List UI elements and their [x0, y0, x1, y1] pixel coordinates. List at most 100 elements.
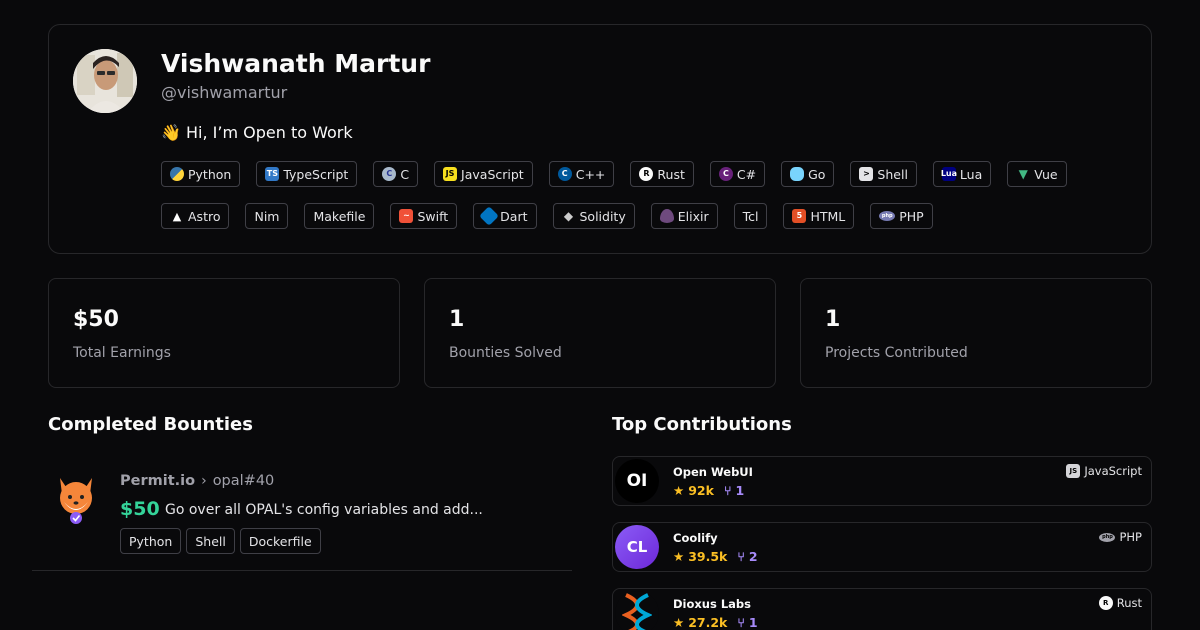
shell-icon: > — [859, 167, 874, 181]
language-badge-javascript[interactable]: JS JavaScript — [434, 161, 533, 187]
contribution-name: Dioxus Labs — [673, 597, 752, 611]
stat-value: 1 — [825, 307, 841, 332]
language-badge-lua[interactable]: Lua Lua — [932, 161, 992, 187]
language-badge-vue[interactable]: ▼ Vue — [1007, 161, 1067, 187]
star-count: 39.5k — [688, 549, 728, 564]
open-webui-logo-icon: OI — [615, 459, 659, 503]
html-icon: 5 — [792, 209, 807, 223]
contribution-name: Open WebUI — [673, 465, 753, 479]
php-icon: php — [879, 211, 896, 221]
language-badge-solidity[interactable]: ◆ Solidity — [552, 203, 635, 229]
stat-value: $50 — [73, 307, 119, 332]
stat-label: Bounties Solved — [449, 345, 562, 361]
cpp-icon: C — [557, 167, 572, 181]
pull-request-icon: ⑂ — [723, 483, 732, 498]
bounty-amount: $50 — [120, 498, 160, 520]
completed-bounties-heading: Completed Bounties — [48, 414, 253, 435]
language-badge-swift[interactable]: ~ Swift — [390, 203, 458, 229]
permit-shiba-logo-icon — [52, 472, 100, 526]
csharp-icon: C — [718, 167, 733, 181]
language-badge-typescript[interactable]: TS TypeScript — [256, 161, 358, 187]
stat-card-bounties: 1 Bounties Solved — [424, 278, 776, 388]
chevron-right-icon: › — [201, 473, 207, 489]
rust-icon: R — [639, 167, 654, 181]
stat-card-projects: 1 Projects Contributed — [800, 278, 1152, 388]
profile-name: Vishwanath Martur — [161, 49, 431, 78]
bounty-org[interactable]: Permit.io — [120, 473, 196, 489]
dioxus-dna-logo-icon — [615, 591, 659, 630]
swift-icon: ~ — [399, 209, 414, 223]
contribution-card-open-webui[interactable]: OI Open WebUI ★ 92k ⑂ 1 JS JavaScript — [612, 456, 1152, 506]
pr-count: 1 — [748, 615, 758, 630]
bounty-tag: Python — [120, 528, 182, 554]
dart-icon — [479, 206, 500, 226]
typescript-icon: TS — [265, 167, 280, 181]
avatar[interactable] — [73, 49, 137, 113]
wave-emoji-icon: 👋 — [161, 123, 181, 142]
c-icon: C — [382, 167, 397, 181]
stat-label: Total Earnings — [73, 345, 171, 361]
coolify-logo-icon: CL — [615, 525, 659, 569]
bounty-tag: Dockerfile — [239, 528, 321, 554]
profile-bio-text: Hi, I’m Open to Work — [186, 123, 353, 142]
php-icon: php — [1099, 532, 1116, 542]
bounty-tag: Shell — [186, 528, 235, 554]
language-badge-tcl[interactable]: Tcl — [733, 203, 768, 229]
language-badge-elixir[interactable]: Elixir — [650, 203, 718, 229]
top-contributions-heading: Top Contributions — [612, 414, 792, 435]
rust-icon: R — [1098, 596, 1113, 610]
contribution-language: R Rust — [1098, 596, 1142, 610]
stat-value: 1 — [449, 307, 465, 332]
vue-icon: ▼ — [1018, 167, 1028, 181]
profile-bio: 👋 Hi, I’m Open to Work — [161, 123, 353, 142]
bounty-title[interactable]: Go over all OPAL's config variables and … — [165, 502, 483, 518]
profile-handle[interactable]: @vishwamartur — [161, 83, 288, 102]
javascript-icon: JS — [443, 167, 458, 181]
pull-request-icon: ⑂ — [737, 549, 745, 564]
pr-count: 2 — [748, 549, 758, 564]
star-count: 27.2k — [688, 615, 728, 630]
star-icon: ★ — [673, 615, 685, 630]
language-badge-shell[interactable]: > Shell — [850, 161, 917, 187]
language-badge-html[interactable]: 5 HTML — [783, 203, 855, 229]
lua-icon: Lua — [941, 167, 957, 181]
javascript-icon: JS — [1066, 464, 1081, 478]
pull-request-icon: ⑂ — [737, 615, 745, 630]
stat-label: Projects Contributed — [825, 345, 968, 361]
contribution-card-coolify[interactable]: CL Coolify ★ 39.5k ⑂ 2 php PHP — [612, 522, 1152, 572]
solidity-icon: ◆ — [563, 209, 574, 223]
language-badge-makefile[interactable]: Makefile — [304, 203, 375, 229]
go-icon — [790, 167, 805, 181]
bounty-tags: Python Shell Dockerfile — [120, 528, 321, 554]
star-count: 92k — [688, 483, 714, 498]
language-badge-php[interactable]: php PHP — [870, 203, 933, 229]
bounty-item[interactable]: Permit.io › opal#40 $50 Go over all OPAL… — [32, 456, 572, 571]
elixir-icon — [659, 209, 674, 223]
language-badge-csharp[interactable]: C C# — [709, 161, 766, 187]
language-badge-cpp[interactable]: C C++ — [548, 161, 615, 187]
contribution-meta: ★ 27.2k ⑂ 1 — [673, 615, 758, 630]
language-badge-astro[interactable]: ▲ Astro — [161, 203, 230, 229]
bounty-org-row: Permit.io › opal#40 — [120, 473, 274, 489]
stat-card-earnings: $50 Total Earnings — [48, 278, 400, 388]
language-badge-go[interactable]: Go — [781, 161, 835, 187]
astro-icon: ▲ — [172, 209, 182, 223]
language-badge-nim[interactable]: Nim — [245, 203, 289, 229]
language-badge-dart[interactable]: Dart — [473, 203, 537, 229]
contribution-meta: ★ 39.5k ⑂ 2 — [673, 549, 758, 564]
profile-card: Vishwanath Martur @vishwamartur 👋 Hi, I’… — [48, 24, 1152, 254]
contribution-meta: ★ 92k ⑂ 1 — [673, 483, 744, 498]
pr-count: 1 — [735, 483, 745, 498]
contribution-language: php PHP — [1099, 530, 1142, 544]
contribution-card-dioxus[interactable]: Dioxus Labs ★ 27.2k ⑂ 1 R Rust — [612, 588, 1152, 630]
contribution-name: Coolify — [673, 531, 718, 545]
contribution-language: JS JavaScript — [1066, 464, 1142, 478]
star-icon: ★ — [673, 483, 685, 498]
python-icon — [170, 167, 184, 181]
language-badge-rust[interactable]: R Rust — [630, 161, 694, 187]
language-badge-python[interactable]: Python — [161, 161, 241, 187]
bounty-issue[interactable]: opal#40 — [212, 473, 275, 489]
star-icon: ★ — [673, 549, 685, 564]
